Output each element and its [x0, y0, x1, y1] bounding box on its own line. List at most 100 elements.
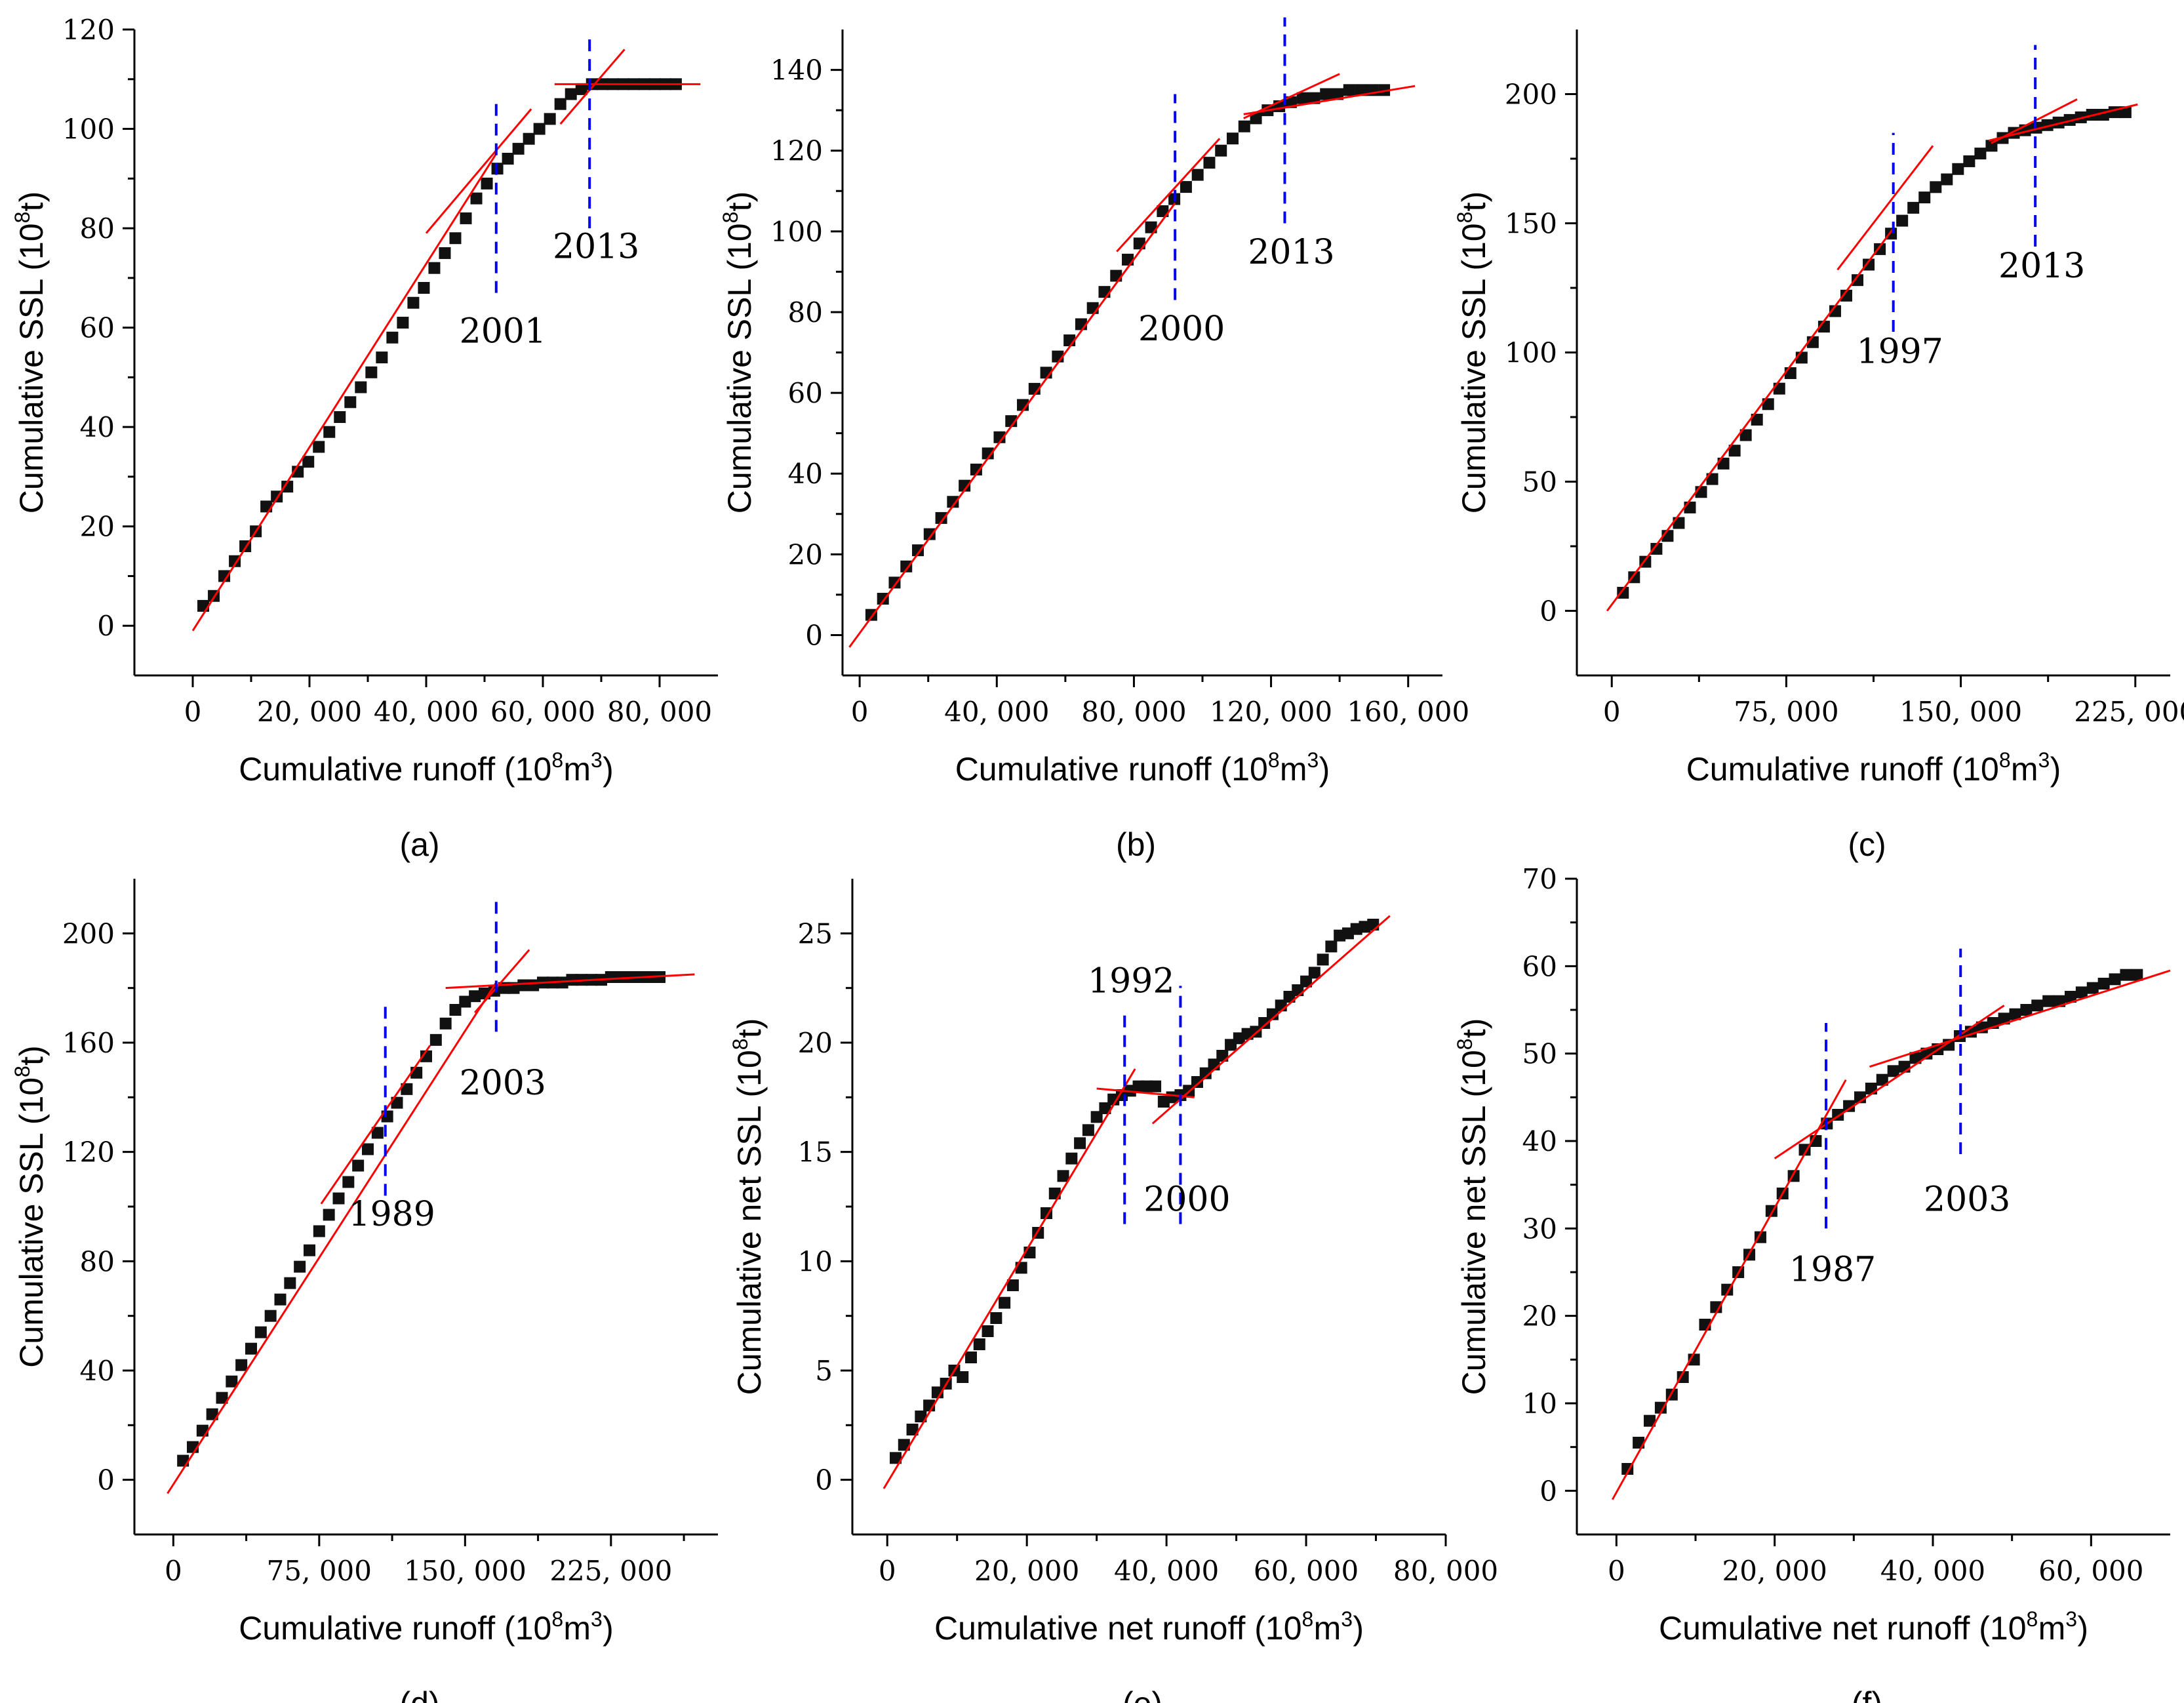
breakpoint-year-label: 1989 — [349, 1195, 435, 1234]
y-axis-title: Cumulative SSL (108 t) — [719, 191, 758, 513]
x-axis-title: Cumulative net runoff (108 m3 ) — [934, 1607, 1364, 1647]
y-tick-label: 80 — [80, 212, 115, 245]
data-point — [2052, 116, 2065, 129]
data-point — [512, 142, 525, 155]
data-point — [1082, 1124, 1094, 1136]
data-point — [1110, 270, 1122, 282]
y-tick-label: 15 — [798, 1136, 833, 1169]
breakpoint-year-label: 2001 — [460, 311, 546, 351]
data-point — [481, 177, 493, 190]
y-tick-label: 0 — [1539, 595, 1557, 628]
data-point — [2108, 106, 2120, 119]
data-point — [898, 1439, 910, 1451]
data-point — [566, 974, 578, 986]
data-point — [1739, 429, 1752, 441]
data-point — [990, 1312, 1003, 1324]
x-tick-label: 80, 000 — [1393, 1555, 1498, 1587]
data-point — [1617, 586, 1629, 599]
data-point — [362, 1143, 374, 1155]
breakpoint-year-label: 2003 — [1924, 1180, 2010, 1220]
y-tick-label: 60 — [788, 377, 823, 409]
y-tick-label: 0 — [805, 619, 823, 651]
y-tick-label: 0 — [815, 1464, 833, 1496]
x-tick-label: 20, 000 — [257, 696, 362, 728]
data-point — [2097, 978, 2110, 990]
fit-line — [320, 1045, 431, 1205]
data-point — [1920, 1047, 1933, 1060]
data-point — [281, 481, 294, 493]
data-point — [218, 570, 231, 582]
data-point — [1074, 1137, 1086, 1150]
data-point — [1963, 155, 1976, 167]
data-point — [900, 560, 913, 572]
data-point — [614, 971, 627, 983]
fit-line — [1243, 85, 1416, 115]
data-point — [1227, 132, 1239, 145]
data-point — [1296, 92, 1309, 104]
fit-line — [848, 202, 1176, 648]
y-tick-label: 60 — [80, 312, 115, 344]
data-point — [2020, 1004, 2033, 1016]
data-point — [1863, 258, 1875, 271]
data-point — [1710, 1301, 1722, 1313]
y-tick-label: 20 — [798, 1027, 833, 1059]
data-point — [982, 447, 994, 460]
data-point — [235, 1359, 248, 1371]
data-point — [2131, 969, 2143, 981]
data-point — [2120, 969, 2132, 981]
data-point — [216, 1392, 228, 1404]
fit-line — [1869, 969, 2171, 1068]
x-tick-label: 0 — [851, 696, 869, 728]
data-point — [334, 411, 346, 423]
data-point — [1773, 382, 1785, 395]
data-point — [1874, 243, 1886, 255]
y-tick-label: 20 — [80, 511, 115, 543]
fit-line — [559, 49, 625, 125]
y-axis-title: Cumulative SSL (108 t) — [10, 191, 50, 513]
data-point — [1098, 286, 1111, 298]
x-tick-label: 150, 000 — [404, 1555, 526, 1587]
x-tick-label: 75, 000 — [267, 1555, 372, 1587]
data-point — [355, 381, 367, 393]
x-axis-title: Cumulative runoff (108 m3 ) — [955, 748, 1330, 788]
data-point — [449, 232, 462, 245]
data-point — [1673, 517, 1685, 529]
data-point — [1191, 169, 1204, 181]
data-point — [1840, 289, 1852, 302]
y-axis-title: Cumulative net SSL (108 t) — [728, 1018, 768, 1395]
panel-a: 0 20, 000 40, 000 60, 000 80, 000 0 20 40 60 80 10… — [10, 14, 718, 863]
x-tick-label: 150, 000 — [1899, 696, 2022, 728]
data-point — [1325, 940, 1338, 953]
data-point — [2042, 995, 2055, 1007]
y-tick-label: 10 — [1522, 1388, 1557, 1420]
data-point — [323, 1209, 335, 1221]
data-point — [1896, 214, 1909, 227]
data-point — [1852, 274, 1864, 287]
fit-line — [883, 1068, 1136, 1489]
data-point — [1367, 919, 1380, 931]
y-tick-label: 20 — [788, 538, 823, 571]
data-point — [915, 1411, 927, 1422]
y-axis-title: Cumulative SSL (108 t) — [1453, 191, 1492, 513]
y-tick-label: 80 — [788, 296, 823, 329]
y-tick-label: 70 — [1522, 863, 1557, 895]
data-point — [1865, 1083, 1877, 1094]
data-point — [1784, 367, 1797, 380]
data-point — [469, 990, 481, 1003]
y-tick-label: 0 — [97, 1464, 115, 1496]
data-point — [1907, 201, 1920, 214]
y-tick-label: 5 — [815, 1355, 833, 1387]
data-point — [517, 979, 530, 992]
data-point — [544, 113, 556, 125]
y-tick-label: 30 — [1522, 1212, 1557, 1245]
data-point — [1378, 84, 1391, 96]
data-point — [957, 1371, 969, 1383]
panel-label: (b) — [1116, 826, 1156, 863]
x-tick-label: 225, 000 — [549, 1555, 672, 1587]
y-tick-label: 25 — [798, 917, 833, 950]
fit-line — [167, 982, 498, 1494]
data-point — [197, 599, 210, 612]
data-point — [264, 1310, 277, 1322]
data-point — [1320, 88, 1332, 100]
